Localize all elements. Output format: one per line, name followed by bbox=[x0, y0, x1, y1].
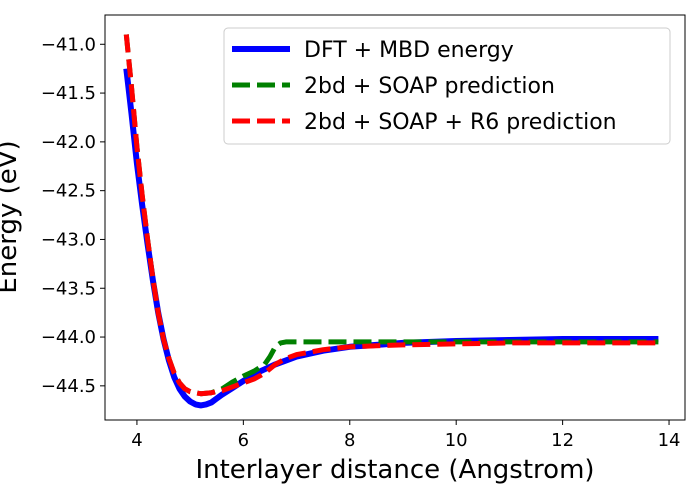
y-tick-label: −42.0 bbox=[41, 132, 96, 153]
y-tick-label: −41.0 bbox=[41, 34, 96, 55]
y-tick-label: −41.5 bbox=[41, 83, 96, 104]
y-tick-label: −44.5 bbox=[41, 376, 96, 397]
y-tick-label: −43.0 bbox=[41, 229, 96, 250]
series-layer bbox=[123, 34, 659, 409]
y-tick-label: −43.5 bbox=[41, 278, 96, 299]
y-tick-label: −44.0 bbox=[41, 327, 96, 348]
x-axis-ticks: 4 6 8 10 12 14 bbox=[131, 420, 680, 451]
x-tick-label: 8 bbox=[344, 430, 355, 451]
x-tick-label: 14 bbox=[658, 430, 681, 451]
series-line-3 bbox=[123, 34, 659, 397]
y-axis-ticks: −44.5 −44.0 −43.5 −43.0 −42.5 −42.0 −41.5 −41.0 bbox=[41, 34, 105, 397]
x-axis-label: Interlayer distance (Angstrom) bbox=[195, 455, 594, 485]
x-tick-label: 10 bbox=[445, 430, 468, 451]
legend-label-2: 2bd + SOAP prediction bbox=[304, 74, 555, 99]
legend-label-3: 2bd + SOAP + R6 prediction bbox=[304, 110, 617, 135]
plot-frame bbox=[104, 14, 686, 421]
legend-label-1: DFT + MBD energy bbox=[304, 38, 514, 63]
x-tick-label: 12 bbox=[551, 430, 574, 451]
x-tick-label: 6 bbox=[238, 430, 249, 451]
y-axis-label: Energy (eV) bbox=[0, 140, 23, 293]
legend-box bbox=[223, 27, 671, 145]
legend: DFT + MBD energy 2bd + SOAP prediction 2bd… bbox=[223, 27, 671, 145]
y-tick-label: −42.5 bbox=[41, 181, 96, 202]
x-tick-label: 4 bbox=[131, 430, 142, 451]
